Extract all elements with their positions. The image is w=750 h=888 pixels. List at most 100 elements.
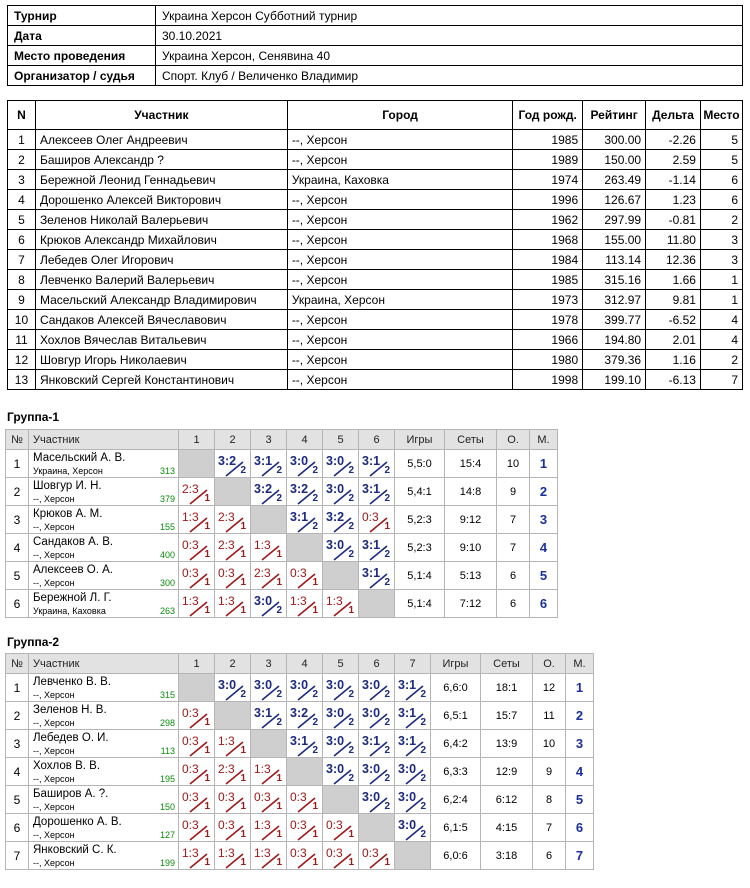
tournament-info-table: Турнир Украина Херсон Субботний турнир Дат…	[7, 5, 743, 86]
match-points: 1	[384, 857, 390, 868]
player-number: 1	[5, 673, 29, 702]
match-score: 3:1	[362, 566, 381, 580]
player-number: 6	[5, 813, 29, 842]
table-row: 12 Шовгур Игорь Николаевич --, Херсон 1980 3…	[7, 349, 744, 370]
slash-divider	[405, 825, 424, 841]
player-row: 3 Крюков А. М. --, Херсон 155 1:3 1 2:3 1 3:1 2 3:…	[5, 505, 558, 534]
player-rating: 199	[159, 858, 175, 868]
participant-name: Шовгур Игорь Николаевич	[34, 349, 288, 370]
participant-name: Бережной Леонид Геннадьевич	[34, 169, 288, 190]
player-place: 1	[529, 449, 558, 478]
column-header: Дельта	[645, 100, 701, 130]
rating: 194.80	[582, 329, 647, 350]
match-points: 1	[240, 521, 246, 532]
table-row: 9 Масельский Александр Владимирович Украин…	[7, 289, 744, 310]
match-result-cell: 2:3 1	[214, 757, 251, 786]
match-score: 0:3	[182, 762, 199, 776]
birth-year: 1974	[512, 169, 584, 190]
player-city: --, Херсон	[33, 690, 75, 700]
header-participant: Участник	[28, 429, 179, 450]
match-result: 1:3 1	[179, 506, 214, 533]
delta: -6.13	[645, 369, 701, 390]
match-points: 2	[348, 689, 354, 700]
match-points: 2	[420, 829, 426, 840]
rating: 297.99	[582, 209, 647, 230]
match-score: 3:0	[326, 482, 345, 496]
player-rating: 313	[159, 466, 175, 476]
header-opponent: 6	[358, 653, 395, 674]
slash-divider	[333, 517, 352, 533]
player-rating: 315	[159, 690, 175, 700]
slash-divider	[333, 601, 352, 617]
match-result: 1:3 1	[215, 590, 250, 617]
table-row: 8 Левченко Валерий Валерьевич --, Херсон 19…	[7, 269, 744, 290]
match-points: 1	[240, 745, 246, 756]
player-place: 5	[529, 561, 558, 590]
slash-divider	[225, 853, 244, 869]
place: 3	[699, 249, 744, 270]
player-row: 2 Шовгур И. Н. --, Херсон 379 2:3 1 3:2 2 3:2 2 3:…	[5, 477, 558, 506]
match-points: 1	[204, 829, 210, 840]
place: 6	[699, 189, 744, 210]
header-opponent: 1	[178, 429, 215, 450]
player-place: 4	[565, 757, 594, 786]
match-result: 3:1 2	[359, 478, 394, 505]
player-points: 6	[496, 561, 530, 590]
match-points: 1	[204, 745, 210, 756]
player-points: 6	[532, 841, 566, 870]
match-score: 1:3	[218, 594, 235, 608]
match-result-cell: 3:0 2	[394, 757, 431, 786]
player-rating: 195	[159, 774, 175, 784]
player-points: 6	[496, 589, 530, 618]
match-points: 1	[276, 577, 282, 588]
match-result: 0:3 1	[323, 842, 358, 869]
match-result-cell: 2:3 1	[178, 477, 215, 506]
player-sets: 6:12	[480, 785, 533, 814]
player-points: 7	[496, 533, 530, 562]
match-result-cell: 3:2 2	[286, 701, 323, 730]
slash-divider	[333, 853, 352, 869]
player-row: 4 Хохлов В. В. --, Херсон 195 0:3 1 2:3 1 1:3 1 3:…	[5, 757, 594, 786]
match-result: 3:1 2	[395, 730, 430, 757]
player-number: 4	[5, 533, 29, 562]
match-result: 3:0 2	[287, 674, 322, 701]
slash-divider	[333, 545, 352, 561]
player-city: --, Херсон	[33, 522, 75, 532]
slash-divider	[297, 573, 316, 589]
match-result-cell: 0:3 1	[286, 813, 323, 842]
match-points: 2	[420, 689, 426, 700]
diagonal-cell	[214, 477, 251, 506]
match-points: 1	[204, 493, 210, 504]
match-result-cell: 3:1 2	[358, 561, 395, 590]
birth-year: 1984	[512, 249, 584, 270]
slash-divider	[225, 601, 244, 617]
player-rating: 379	[159, 494, 175, 504]
player-sets: 15:7	[480, 701, 533, 730]
match-result: 3:0 2	[323, 534, 358, 561]
rating: 312.97	[582, 289, 647, 310]
slash-divider	[225, 517, 244, 533]
player-number: 2	[5, 701, 29, 730]
match-score: 0:3	[290, 790, 307, 804]
player-name: Янковский С. К.	[33, 844, 117, 856]
header-place: М.	[565, 653, 594, 674]
match-points: 2	[420, 745, 426, 756]
match-score: 3:0	[254, 594, 273, 608]
slash-divider	[225, 685, 244, 701]
match-result-cell: 0:3 1	[214, 813, 251, 842]
match-result: 3:0 2	[323, 730, 358, 757]
match-result: 3:0 2	[395, 814, 430, 841]
player-rating: 113	[160, 746, 175, 756]
match-result: 1:3 1	[323, 590, 358, 617]
place: 1	[699, 269, 744, 290]
match-points: 2	[348, 773, 354, 784]
player-name: Масельский А. В.	[33, 452, 126, 464]
match-result: 3:0 2	[215, 674, 250, 701]
match-result-cell: 3:0 2	[322, 449, 359, 478]
info-row: Место проведения Украина Херсон, Сенявина…	[7, 45, 743, 66]
slash-divider	[261, 573, 280, 589]
slash-divider	[333, 713, 352, 729]
match-score: 3:0	[326, 538, 345, 552]
slash-divider	[405, 797, 424, 813]
match-score: 0:3	[218, 818, 235, 832]
